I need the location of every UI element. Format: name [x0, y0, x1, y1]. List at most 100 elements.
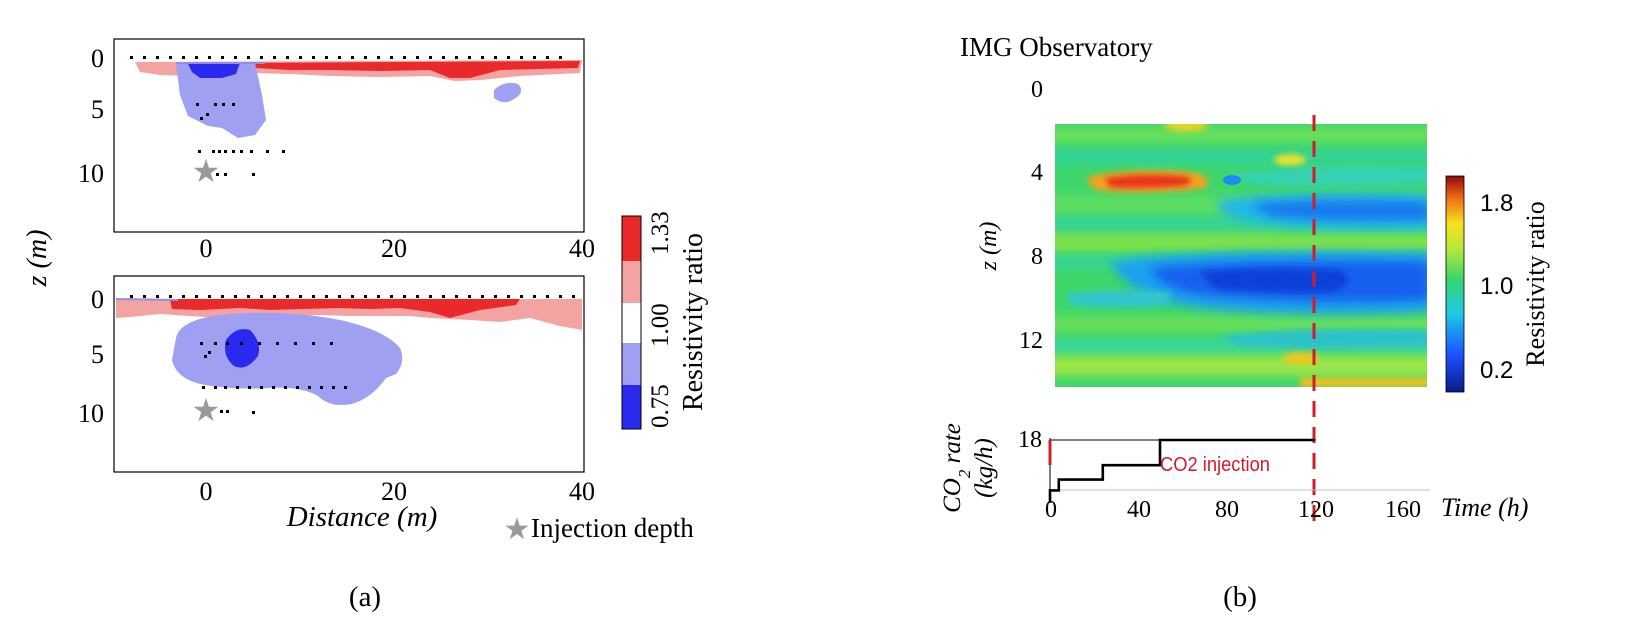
- electrode-dot: [195, 295, 198, 298]
- electrode-dot: [481, 56, 484, 59]
- x-tick: 0: [200, 234, 213, 263]
- electrode-dot: [325, 56, 328, 59]
- panel-a-top-blue-patch: [494, 82, 522, 103]
- colorbar-tick: 1.0: [1480, 273, 1513, 300]
- electrode-dot: [202, 386, 205, 389]
- electrode-dot: [206, 113, 209, 116]
- electrode-dot: [266, 150, 269, 153]
- panel-a-y-axis-label: z (m): [22, 230, 53, 288]
- electrode-dot: [520, 56, 523, 59]
- electrode-dot: [351, 56, 354, 59]
- electrode-dot: [308, 386, 311, 389]
- co2-injection-annotation: CO2 injection: [1160, 454, 1270, 476]
- panel-b-heatmap: [1055, 124, 1427, 387]
- colorbar-tick: 0.75: [647, 384, 674, 428]
- rate-y-label: CO2 rate: [939, 423, 974, 513]
- x-tick: 40: [1127, 497, 1151, 523]
- colorbar-tick: 1.8: [1480, 190, 1513, 217]
- electrode-dot: [546, 56, 549, 59]
- electrode-dot: [377, 295, 380, 298]
- rate-y-units: (kg/h): [971, 438, 998, 498]
- electrode-dot: [247, 295, 250, 298]
- electrode-dot: [455, 56, 458, 59]
- electrode-dot: [250, 150, 253, 153]
- electrode-dot: [282, 150, 285, 153]
- panel-b-y-ticks: 0 4 8 12: [1019, 77, 1043, 354]
- electrode-dot: [234, 295, 237, 298]
- electrode-dot: [260, 56, 263, 59]
- panel-a-legend: ★ Injection depth: [504, 513, 695, 546]
- electrode-dot: [236, 386, 239, 389]
- x-tick: 20: [381, 234, 407, 263]
- injection-star-marker: ★: [192, 392, 221, 428]
- panel-a-bottom-red-zone: [170, 299, 520, 318]
- legend-label: Injection depth: [531, 513, 694, 543]
- electrode-dot: [273, 56, 276, 59]
- y-tick: 0: [91, 44, 104, 73]
- panel-a-top-electrodes: [130, 56, 562, 176]
- electrode-dot: [468, 56, 471, 59]
- panel-a-bottom-x-ticks: 0 20 40: [200, 477, 596, 506]
- y-tick: 0: [91, 285, 104, 314]
- colorbar-swatch: [622, 261, 641, 303]
- electrode-dot: [221, 295, 224, 298]
- electrode-dot: [312, 342, 315, 345]
- rate-y-tick: 18: [1018, 427, 1042, 453]
- electrode-dot: [224, 150, 227, 153]
- electrode-dot: [156, 295, 159, 298]
- electrode-dot: [208, 56, 211, 59]
- panel-a: 0 5 10 0 20 40 ★ 0 5 10: [22, 38, 709, 613]
- x-tick: 160: [1385, 497, 1421, 523]
- electrode-dot: [198, 150, 201, 153]
- x-tick: 0: [200, 477, 213, 506]
- star-icon: ★: [504, 513, 531, 546]
- electrode-dot: [390, 295, 393, 298]
- electrode-dot: [312, 56, 315, 59]
- electrode-dot: [200, 117, 203, 120]
- electrode-dot: [559, 295, 562, 298]
- electrode-dot: [507, 56, 510, 59]
- electrode-dot: [232, 150, 235, 153]
- electrode-dot: [312, 295, 315, 298]
- x-tick: 40: [569, 234, 595, 263]
- electrode-dot: [234, 56, 237, 59]
- caption-a: (a): [349, 581, 381, 613]
- panel-a-colorbar: 0.75 1.00 1.33 Resistivity ratio: [621, 211, 709, 430]
- electrode-dot: [258, 342, 261, 345]
- electrode-dot: [338, 56, 341, 59]
- electrode-dot: [212, 150, 215, 153]
- electrode-dot: [208, 351, 211, 354]
- electrode-dot: [260, 386, 263, 389]
- rate-chart: 18 CO2 injection CO2 rate (kg/h): [939, 423, 1430, 513]
- electrode-dot: [200, 342, 203, 345]
- electrode-dot: [533, 56, 536, 59]
- panel-b-title: IMG Observatory: [960, 32, 1153, 62]
- electrode-dot: [224, 386, 227, 389]
- electrode-dot: [320, 386, 323, 389]
- electrode-dot: [218, 150, 221, 153]
- electrode-dot: [332, 386, 335, 389]
- electrode-dot: [214, 103, 217, 106]
- electrode-dot: [195, 56, 198, 59]
- electrode-dot: [520, 295, 523, 298]
- colorbar-swatch: [622, 216, 641, 261]
- y-tick: 10: [78, 159, 104, 188]
- electrode-dot: [364, 56, 367, 59]
- electrode-dot: [240, 150, 243, 153]
- electrode-dot: [156, 56, 159, 59]
- electrode-dot: [204, 355, 207, 358]
- electrode-dot: [294, 342, 297, 345]
- electrode-dot: [390, 56, 393, 59]
- electrode-dot: [403, 56, 406, 59]
- electrode-dot: [248, 386, 251, 389]
- electrode-dot: [364, 295, 367, 298]
- electrode-dot: [252, 411, 255, 414]
- electrode-dot: [130, 56, 133, 59]
- electrode-dot: [273, 295, 276, 298]
- y-tick: 5: [91, 340, 104, 369]
- electrode-dot: [276, 342, 279, 345]
- electrode-dot: [559, 56, 562, 59]
- electrode-dot: [494, 295, 497, 298]
- electrode-dot: [442, 56, 445, 59]
